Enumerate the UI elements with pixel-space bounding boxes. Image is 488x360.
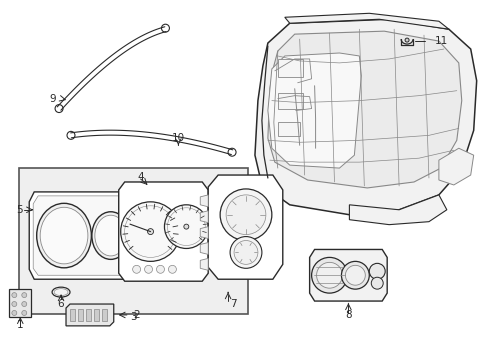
- Polygon shape: [200, 258, 208, 270]
- Text: 6: 6: [58, 299, 64, 309]
- Polygon shape: [119, 182, 208, 281]
- Circle shape: [368, 264, 385, 279]
- Circle shape: [225, 195, 265, 235]
- Text: 1: 1: [17, 320, 23, 330]
- Polygon shape: [29, 192, 133, 279]
- Circle shape: [55, 105, 63, 113]
- Ellipse shape: [54, 289, 68, 296]
- Text: 2: 2: [133, 310, 140, 320]
- Polygon shape: [33, 196, 130, 275]
- Circle shape: [147, 229, 153, 235]
- Polygon shape: [200, 243, 208, 255]
- Circle shape: [67, 131, 75, 139]
- Circle shape: [12, 310, 17, 315]
- Text: 7: 7: [230, 299, 236, 309]
- Circle shape: [183, 224, 188, 229]
- Polygon shape: [254, 19, 476, 215]
- Circle shape: [144, 265, 152, 273]
- Circle shape: [12, 302, 17, 306]
- Circle shape: [12, 293, 17, 298]
- Text: 5: 5: [17, 205, 23, 215]
- Text: 3: 3: [130, 312, 137, 322]
- Circle shape: [316, 262, 342, 288]
- Bar: [277, 59, 302, 77]
- Bar: [94, 309, 99, 321]
- Text: 4: 4: [137, 172, 143, 182]
- Polygon shape: [267, 31, 461, 188]
- Circle shape: [161, 24, 169, 32]
- Bar: [102, 309, 106, 321]
- Bar: [78, 309, 83, 321]
- Ellipse shape: [40, 207, 88, 264]
- Circle shape: [311, 257, 346, 293]
- Circle shape: [132, 265, 141, 273]
- Circle shape: [156, 265, 164, 273]
- Circle shape: [345, 265, 365, 285]
- Polygon shape: [267, 53, 361, 168]
- Circle shape: [22, 293, 27, 298]
- Bar: [277, 122, 299, 136]
- Text: 9: 9: [49, 94, 56, 104]
- Circle shape: [234, 240, 257, 264]
- Circle shape: [370, 277, 383, 289]
- Ellipse shape: [95, 215, 126, 256]
- Bar: [19, 168, 247, 314]
- Polygon shape: [200, 227, 208, 239]
- Ellipse shape: [37, 203, 91, 268]
- Text: 11: 11: [434, 36, 447, 46]
- Polygon shape: [200, 211, 208, 223]
- Circle shape: [404, 38, 408, 42]
- Circle shape: [121, 202, 180, 261]
- Circle shape: [167, 208, 205, 246]
- Text: 10: 10: [171, 133, 184, 143]
- Circle shape: [230, 237, 262, 268]
- Circle shape: [124, 206, 176, 257]
- Polygon shape: [438, 148, 473, 185]
- Polygon shape: [208, 175, 282, 279]
- Circle shape: [168, 265, 176, 273]
- Circle shape: [341, 261, 368, 289]
- Circle shape: [22, 310, 27, 315]
- Polygon shape: [200, 195, 208, 207]
- Circle shape: [227, 148, 236, 156]
- Ellipse shape: [52, 287, 70, 297]
- Bar: [86, 309, 91, 321]
- Polygon shape: [66, 304, 114, 326]
- Bar: [9, 289, 31, 317]
- Ellipse shape: [92, 212, 129, 260]
- Polygon shape: [284, 13, 448, 29]
- Circle shape: [220, 189, 271, 240]
- Polygon shape: [349, 195, 446, 225]
- Text: 8: 8: [345, 310, 351, 320]
- Bar: [277, 93, 302, 109]
- Circle shape: [164, 205, 208, 248]
- Bar: [70, 309, 75, 321]
- Circle shape: [22, 302, 27, 306]
- Polygon shape: [309, 249, 386, 301]
